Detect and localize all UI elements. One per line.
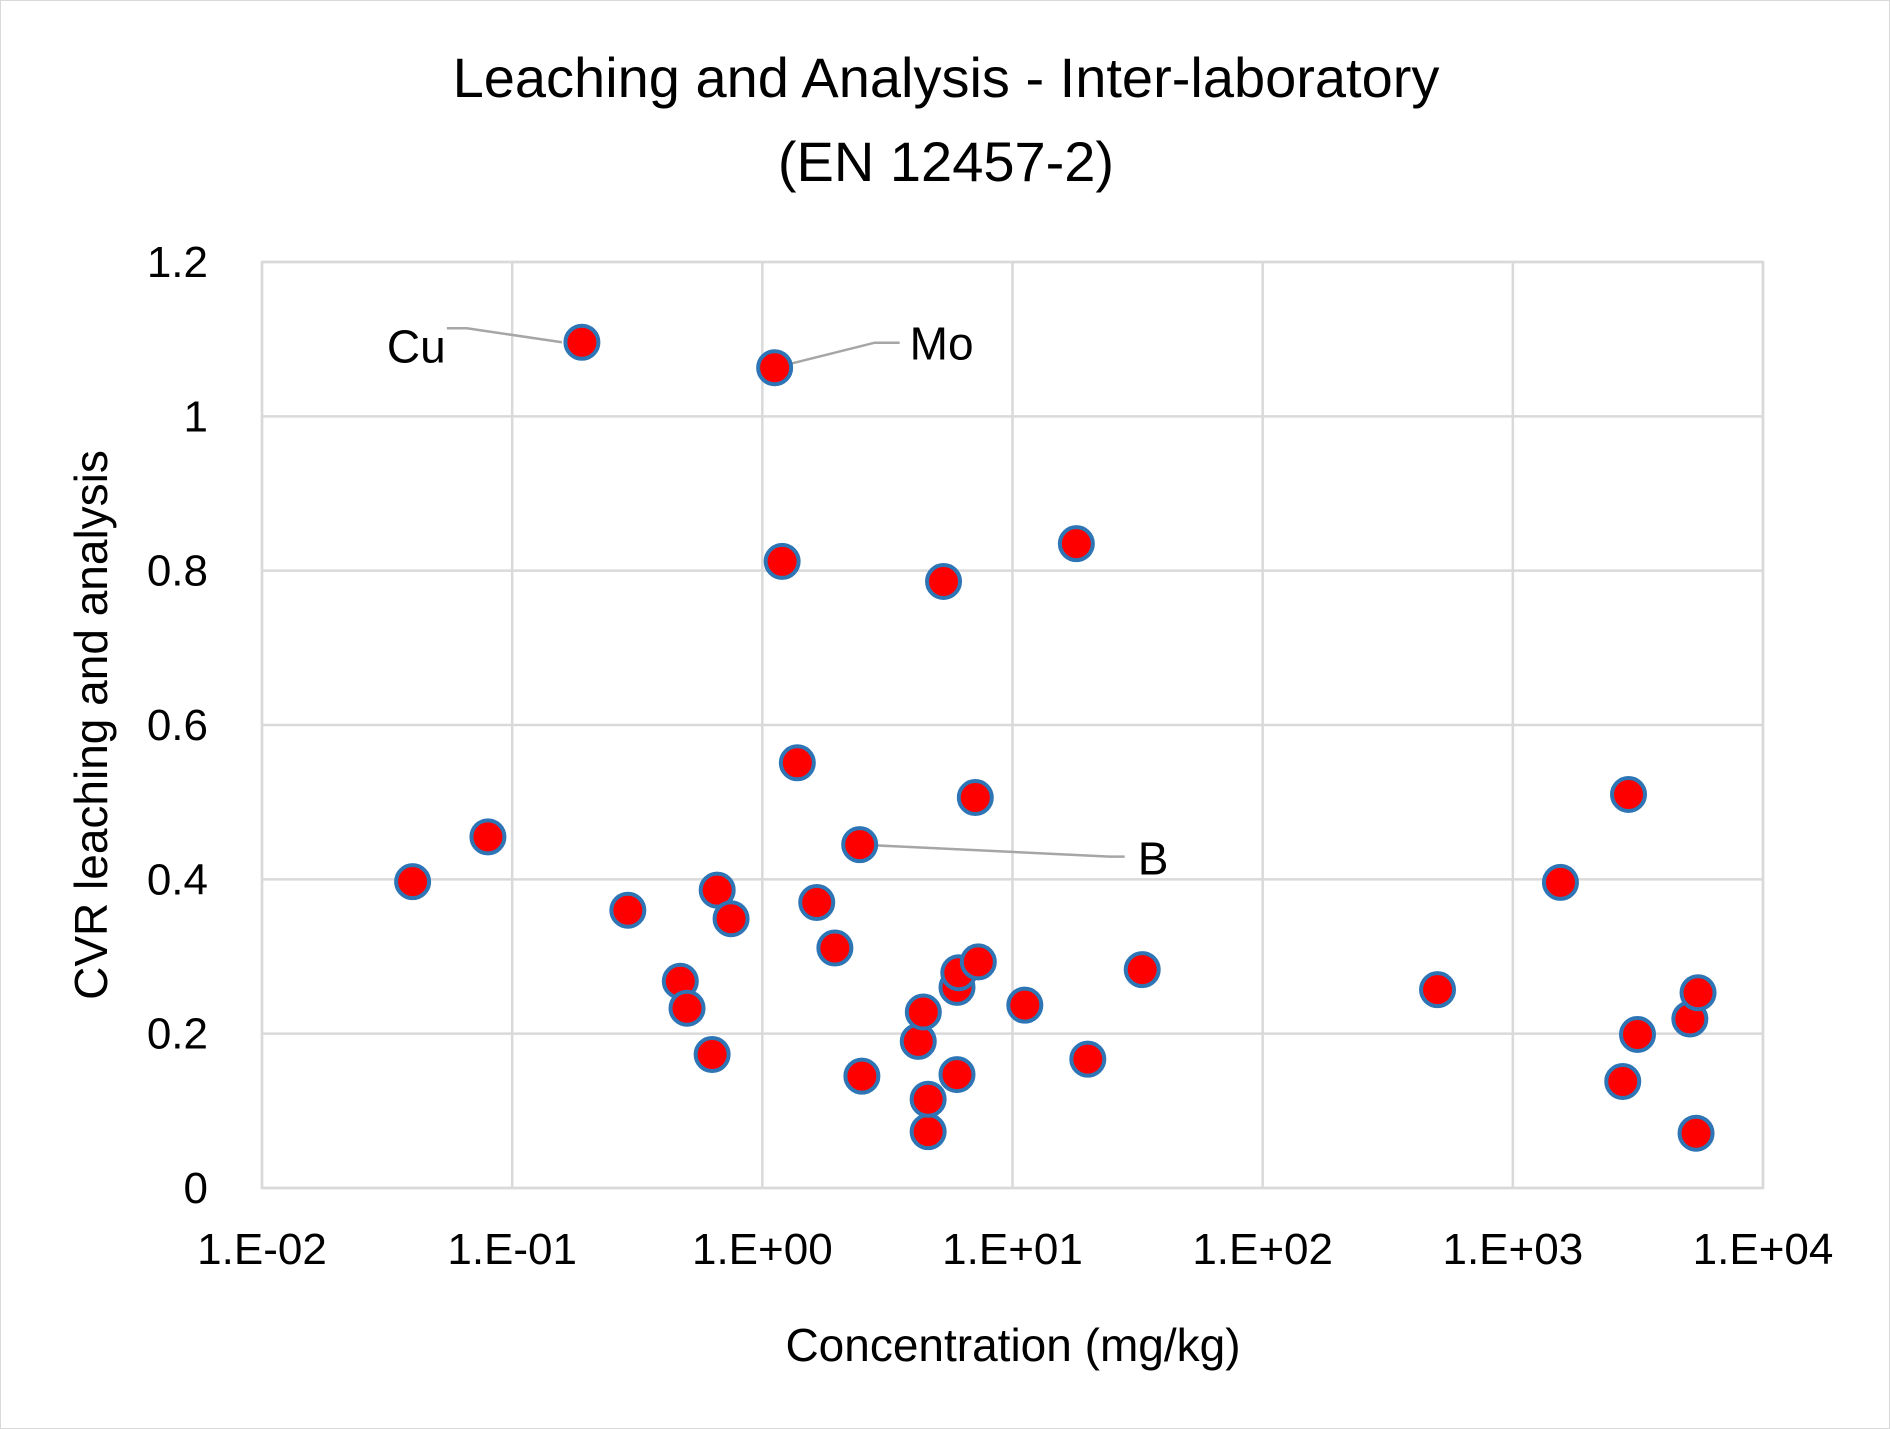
data-point: [763, 542, 801, 580]
data-point: [956, 779, 994, 817]
y-tick-label: 0.4: [147, 855, 208, 904]
data-point: [798, 883, 836, 921]
y-tick-label: 0: [184, 1164, 208, 1213]
y-tick-label: 0.6: [147, 701, 208, 750]
y-tick-label: 0.2: [147, 1010, 208, 1059]
data-point: [925, 562, 963, 600]
x-tick-label: 1.E+03: [1442, 1225, 1583, 1274]
data-point: [816, 929, 854, 967]
data-point: [1419, 971, 1457, 1009]
annotation-label: Mo: [910, 318, 974, 370]
data-point: [778, 744, 816, 782]
data-point: [1677, 1114, 1715, 1152]
data-point: [904, 993, 942, 1031]
data-point: [1057, 525, 1095, 563]
data-point: [843, 1057, 881, 1095]
x-tick-label: 1.E-01: [447, 1225, 577, 1274]
data-point: [469, 818, 507, 856]
data-point: [609, 891, 647, 929]
data-point: [668, 989, 706, 1027]
annotation-leader-line: [859, 843, 1125, 858]
y-tick-label: 0.8: [147, 547, 208, 596]
gridlines: [260, 260, 1765, 1190]
x-tick-label: 1.E-02: [197, 1225, 327, 1274]
data-point: [841, 826, 879, 864]
annotation-label: B: [1138, 833, 1169, 885]
chart-title-line-1: Leaching and Analysis - Inter-laboratory: [453, 46, 1440, 109]
data-point: [1123, 951, 1161, 989]
x-tick-label: 1.E+02: [1192, 1225, 1333, 1274]
data-point: [1679, 974, 1717, 1012]
data-point: [1069, 1040, 1107, 1078]
y-axis-title: CVR leaching and analysis: [65, 450, 117, 1000]
data-point: [756, 349, 794, 387]
data-point: [1618, 1015, 1656, 1053]
data-point: [394, 863, 432, 901]
x-tick-labels: 1.E-02 1.E-01 1.E+00 1.E+01 1.E+02 1.E+03 1.E+…: [197, 1225, 1833, 1274]
data-point: [909, 1080, 947, 1118]
data-point: [909, 1113, 947, 1151]
data-points: [394, 323, 1717, 1152]
data-point: [693, 1036, 731, 1074]
y-tick-label: 1: [184, 392, 208, 441]
data-point: [1006, 986, 1044, 1024]
x-tick-label: 1.E+00: [692, 1225, 833, 1274]
data-point: [959, 943, 997, 981]
annotation-leader-line: [446, 327, 563, 344]
annotation-leader-line: [774, 341, 900, 369]
x-tick-label: 1.E+04: [1693, 1225, 1834, 1274]
annotation-leaders: [446, 327, 1125, 858]
data-point: [1610, 775, 1648, 813]
data-point: [563, 323, 601, 361]
x-axis-title: Concentration (mg/kg): [785, 1319, 1240, 1371]
data-point: [1604, 1063, 1642, 1101]
annotation-label: Cu: [387, 320, 446, 372]
y-tick-labels: 0 0.2 0.4 0.6 0.8 1 1.2: [147, 238, 208, 1213]
data-point: [712, 900, 750, 938]
x-tick-label: 1.E+01: [942, 1225, 1083, 1274]
chart-title-line-2: (EN 12457-2): [778, 130, 1114, 193]
annotation-labels: Cu Mo B: [387, 318, 1168, 885]
plot-area-border: [260, 260, 1765, 1190]
data-point: [1541, 863, 1579, 901]
data-point: [938, 1056, 976, 1094]
y-tick-label: 1.2: [147, 238, 208, 287]
